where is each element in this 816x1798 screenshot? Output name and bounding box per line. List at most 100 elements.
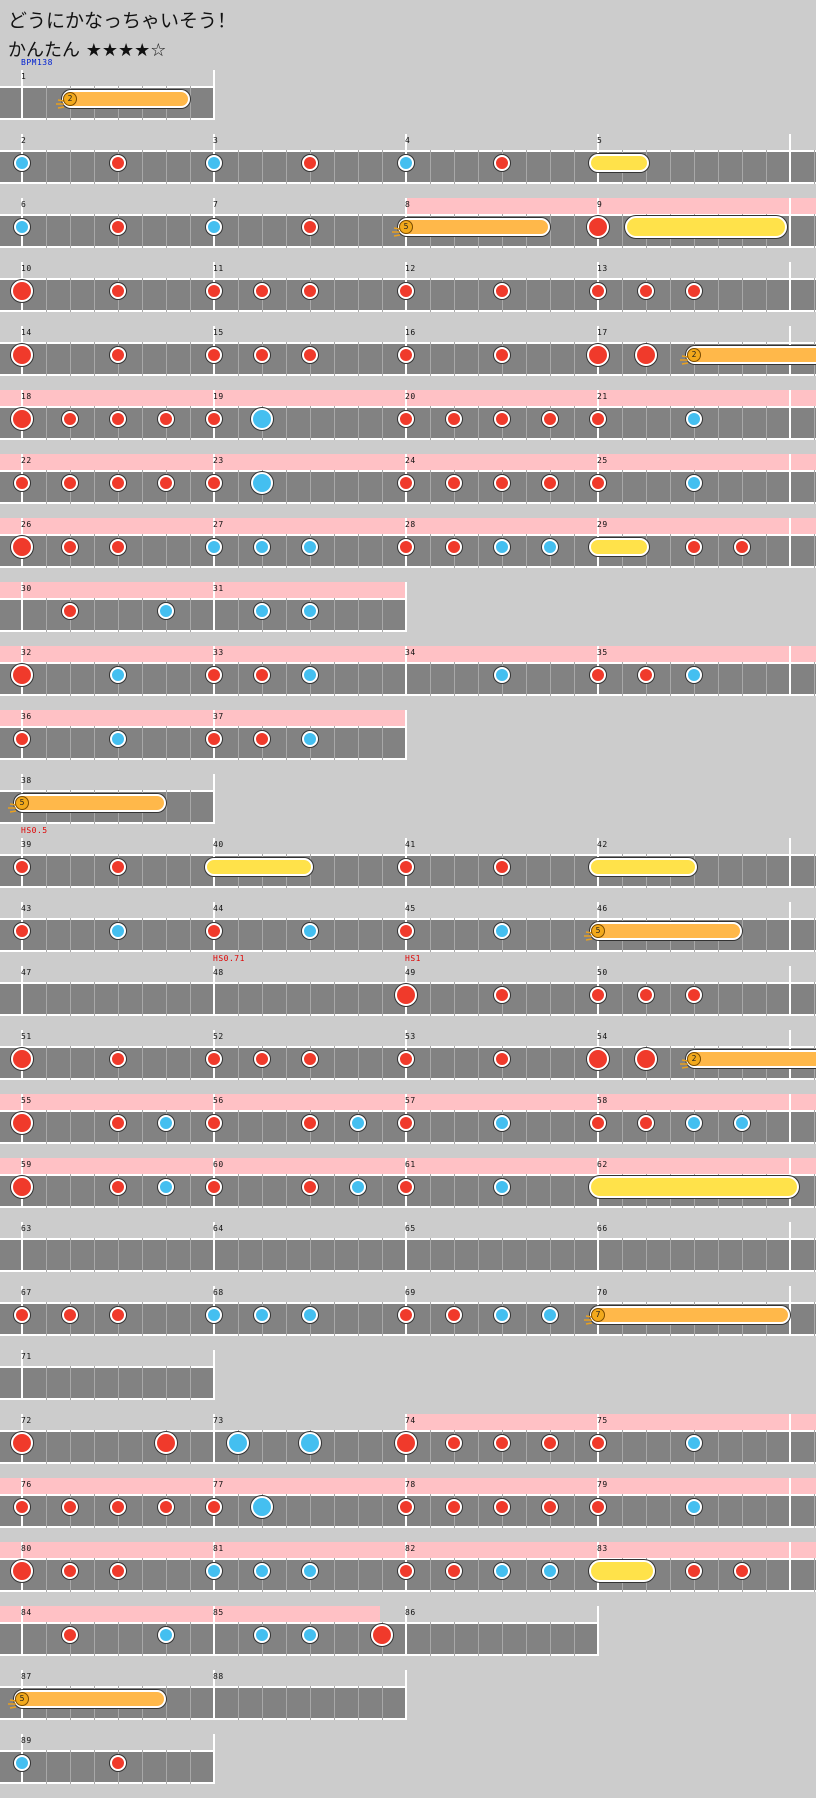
measure-number: 80 bbox=[21, 1544, 32, 1553]
don-note bbox=[14, 923, 30, 939]
measure-number: 46 bbox=[597, 904, 608, 913]
ka-note bbox=[494, 1115, 510, 1131]
ka-note bbox=[494, 667, 510, 683]
don-note bbox=[494, 1051, 510, 1067]
don-note bbox=[590, 667, 606, 683]
beat-line bbox=[622, 1238, 623, 1272]
beat-line bbox=[94, 854, 95, 888]
beat-line bbox=[94, 918, 95, 952]
barline bbox=[213, 1734, 215, 1784]
barline bbox=[21, 1606, 23, 1656]
beat-line bbox=[334, 982, 335, 1016]
beat-line bbox=[550, 662, 551, 696]
ka-note bbox=[14, 1755, 30, 1771]
beat-line bbox=[334, 406, 335, 440]
don-note bbox=[206, 347, 222, 363]
don-note bbox=[734, 1563, 750, 1579]
beat-line bbox=[814, 1174, 815, 1208]
beat-line bbox=[46, 1366, 47, 1400]
don-note bbox=[206, 283, 222, 299]
measure-number: 12 bbox=[405, 264, 416, 273]
beat-line bbox=[70, 1110, 71, 1144]
measure-number: 11 bbox=[213, 264, 224, 273]
beat-line bbox=[526, 1558, 527, 1592]
beat-line bbox=[742, 1430, 743, 1464]
measure-number: 10 bbox=[21, 264, 32, 273]
ka-note bbox=[158, 1627, 174, 1643]
beat-line bbox=[334, 854, 335, 888]
measure-number: 29 bbox=[597, 520, 608, 529]
beat-line bbox=[334, 726, 335, 760]
beat-line bbox=[382, 918, 383, 952]
beat-line bbox=[238, 598, 239, 632]
don-note bbox=[590, 987, 606, 1003]
don-note bbox=[494, 1435, 510, 1451]
don-note bbox=[62, 1499, 78, 1515]
beat-line bbox=[190, 1302, 191, 1336]
don-big-note bbox=[11, 1560, 33, 1582]
beat-line bbox=[190, 1558, 191, 1592]
don-note bbox=[590, 411, 606, 427]
don-note bbox=[398, 1051, 414, 1067]
drumroll-note bbox=[589, 154, 649, 172]
gogo-band bbox=[406, 646, 598, 662]
beat-line bbox=[670, 342, 671, 376]
don-note bbox=[398, 1563, 414, 1579]
beat-line bbox=[526, 150, 527, 184]
don-note bbox=[206, 731, 222, 747]
measure-number: 73 bbox=[213, 1416, 224, 1425]
beat-line bbox=[526, 406, 527, 440]
don-note bbox=[62, 1307, 78, 1323]
beat-line bbox=[718, 662, 719, 696]
measure-number: 70 bbox=[597, 1288, 608, 1297]
barline bbox=[789, 454, 791, 504]
barline bbox=[405, 646, 407, 696]
beat-line bbox=[454, 1238, 455, 1272]
beat-line bbox=[382, 1686, 383, 1720]
don-note bbox=[158, 1499, 174, 1515]
beat-line bbox=[142, 150, 143, 184]
don-big-note bbox=[587, 216, 609, 238]
beat-line bbox=[94, 982, 95, 1016]
gogo-band bbox=[406, 1094, 598, 1110]
measure-number: 30 bbox=[21, 584, 32, 593]
beat-line bbox=[358, 1686, 359, 1720]
ka-note bbox=[254, 603, 270, 619]
barline bbox=[789, 1414, 791, 1464]
measure-number: 61 bbox=[405, 1160, 416, 1169]
ka-note bbox=[158, 1179, 174, 1195]
ka-note bbox=[158, 603, 174, 619]
beat-line bbox=[46, 406, 47, 440]
don-note bbox=[14, 1499, 30, 1515]
barline bbox=[789, 198, 791, 248]
beat-line bbox=[286, 278, 287, 312]
beat-line bbox=[166, 214, 167, 248]
beat-line bbox=[814, 1430, 815, 1464]
beat-line bbox=[574, 1494, 575, 1528]
measure-number: 76 bbox=[21, 1480, 32, 1489]
barline bbox=[789, 646, 791, 696]
beat-line bbox=[430, 918, 431, 952]
measure-number: 27 bbox=[213, 520, 224, 529]
beat-line bbox=[430, 982, 431, 1016]
gogo-band bbox=[214, 1158, 406, 1174]
balloon-note bbox=[686, 1050, 816, 1068]
beat-line bbox=[382, 598, 383, 632]
barline bbox=[789, 1222, 791, 1272]
beat-line bbox=[190, 1238, 191, 1272]
don-note bbox=[62, 539, 78, 555]
track-lane bbox=[0, 1750, 214, 1784]
beat-line bbox=[238, 470, 239, 504]
gogo-band bbox=[598, 1094, 816, 1110]
don-note bbox=[110, 1115, 126, 1131]
beat-line bbox=[286, 598, 287, 632]
beat-line bbox=[94, 726, 95, 760]
measure-number: 44 bbox=[213, 904, 224, 913]
don-note bbox=[62, 475, 78, 491]
beat-line bbox=[94, 1046, 95, 1080]
beat-line bbox=[286, 918, 287, 952]
beat-line bbox=[334, 918, 335, 952]
track-lane bbox=[0, 662, 816, 696]
ka-note bbox=[494, 923, 510, 939]
